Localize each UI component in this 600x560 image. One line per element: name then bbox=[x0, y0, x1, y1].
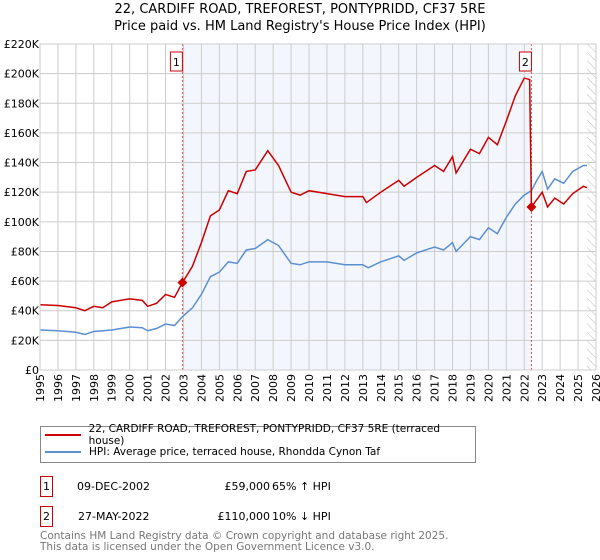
y-tick-label: £160K bbox=[4, 127, 40, 140]
x-tick-label: 1997 bbox=[70, 374, 83, 402]
sale-label-box bbox=[169, 51, 183, 72]
y-tick-label: £80K bbox=[11, 245, 40, 258]
transaction-badge: 1 bbox=[40, 476, 53, 497]
y-tick-label: £100K bbox=[4, 216, 40, 229]
x-tick-label: 2017 bbox=[429, 374, 442, 402]
y-tick-label: £60K bbox=[11, 275, 40, 288]
x-tick-label: 2016 bbox=[411, 374, 424, 402]
x-tick-label: 2014 bbox=[375, 374, 388, 402]
x-tick-label: 1996 bbox=[52, 374, 65, 402]
x-tick-label: 2006 bbox=[231, 374, 244, 402]
chart-title: 22, CARDIFF ROAD, TREFOREST, PONTYPRIDD,… bbox=[114, 2, 486, 17]
x-tick-label: 2012 bbox=[339, 374, 352, 402]
x-tick-label: 2008 bbox=[267, 374, 280, 402]
chart-subtitle: Price paid vs. HM Land Registry's House … bbox=[114, 19, 486, 34]
legend: 22, CARDIFF ROAD, TREFOREST, PONTYPRIDD,… bbox=[40, 423, 476, 463]
x-tick-label: 1999 bbox=[106, 374, 119, 402]
x-tick-label: 2019 bbox=[464, 374, 477, 402]
transaction-hpi: 10% ↓ HPI bbox=[272, 510, 331, 523]
sale-point bbox=[526, 202, 537, 212]
sale-label: 2 bbox=[522, 56, 529, 69]
x-tick-label: 1995 bbox=[34, 374, 47, 402]
sale-label-box bbox=[518, 51, 532, 72]
x-tick-label: 2005 bbox=[213, 374, 226, 402]
x-tick-label: 2000 bbox=[124, 374, 137, 402]
transaction-date: 09-DEC-2002 bbox=[77, 480, 151, 493]
x-tick-label: 2022 bbox=[518, 374, 531, 402]
footer-licence: This data is licensed under the Open Gov… bbox=[40, 541, 375, 553]
y-tick-label: £20K bbox=[11, 334, 40, 347]
x-tick-label: 2026 bbox=[590, 374, 600, 402]
footer-copyright: Contains HM Land Registry data © Crown c… bbox=[40, 530, 449, 542]
sale-label: 1 bbox=[173, 56, 180, 69]
transaction-badge: 2 bbox=[40, 506, 53, 527]
x-tick-label: 2007 bbox=[249, 374, 262, 402]
x-tick-label: 1998 bbox=[88, 374, 101, 402]
transaction-hpi: 65% ↑ HPI bbox=[272, 480, 331, 493]
x-tick-label: 2001 bbox=[142, 374, 155, 402]
x-tick-label: 2011 bbox=[321, 374, 334, 402]
x-tick-label: 2024 bbox=[554, 374, 567, 402]
y-tick-label: £120K bbox=[4, 186, 40, 199]
x-tick-label: 2004 bbox=[195, 374, 208, 402]
price-chart: 1995 1996 1997 1998 1999 2000 2001 2002 2003 2004… bbox=[4, 38, 600, 402]
forecast-hatch bbox=[587, 44, 596, 370]
sale-point bbox=[177, 277, 188, 288]
x-tick-label: 2009 bbox=[285, 374, 298, 402]
hpi-series-line bbox=[39, 164, 588, 336]
y-tick-label: £200K bbox=[4, 68, 40, 81]
x-tick-label: 2003 bbox=[177, 374, 190, 402]
price-series-line bbox=[39, 77, 588, 312]
legend-red-swatch bbox=[45, 434, 81, 436]
y-tick-label: £220K bbox=[4, 38, 40, 51]
x-tick-label: 2021 bbox=[500, 374, 513, 402]
x-tick-label: 2002 bbox=[160, 374, 173, 402]
y-tick-label: £180K bbox=[4, 97, 40, 110]
legend-blue-swatch bbox=[45, 451, 81, 453]
plot-border bbox=[39, 43, 597, 371]
transaction-price: £59,000 bbox=[224, 480, 271, 493]
x-tick-label: 2015 bbox=[393, 374, 406, 402]
transaction-price: £110,000 bbox=[217, 510, 271, 523]
x-tick-label: 2013 bbox=[357, 374, 370, 402]
y-tick-label: £40K bbox=[11, 305, 40, 318]
x-tick-label: 2023 bbox=[536, 374, 549, 402]
x-tick-label: 2020 bbox=[482, 374, 495, 402]
x-tick-label: 2025 bbox=[572, 374, 585, 402]
legend-red-label: 22, CARDIFF ROAD, TREFOREST, PONTYPRIDD,… bbox=[88, 423, 441, 447]
shaded-ownership-period bbox=[182, 44, 532, 370]
transaction-date: 27-MAY-2022 bbox=[78, 510, 150, 523]
legend-blue-label: HPI: Average price, terraced house, Rhon… bbox=[89, 446, 381, 458]
x-tick-label: 2010 bbox=[303, 374, 316, 402]
y-tick-label: £0 bbox=[25, 364, 39, 377]
x-tick-label: 2018 bbox=[447, 374, 460, 402]
y-tick-label: £140K bbox=[4, 157, 40, 170]
